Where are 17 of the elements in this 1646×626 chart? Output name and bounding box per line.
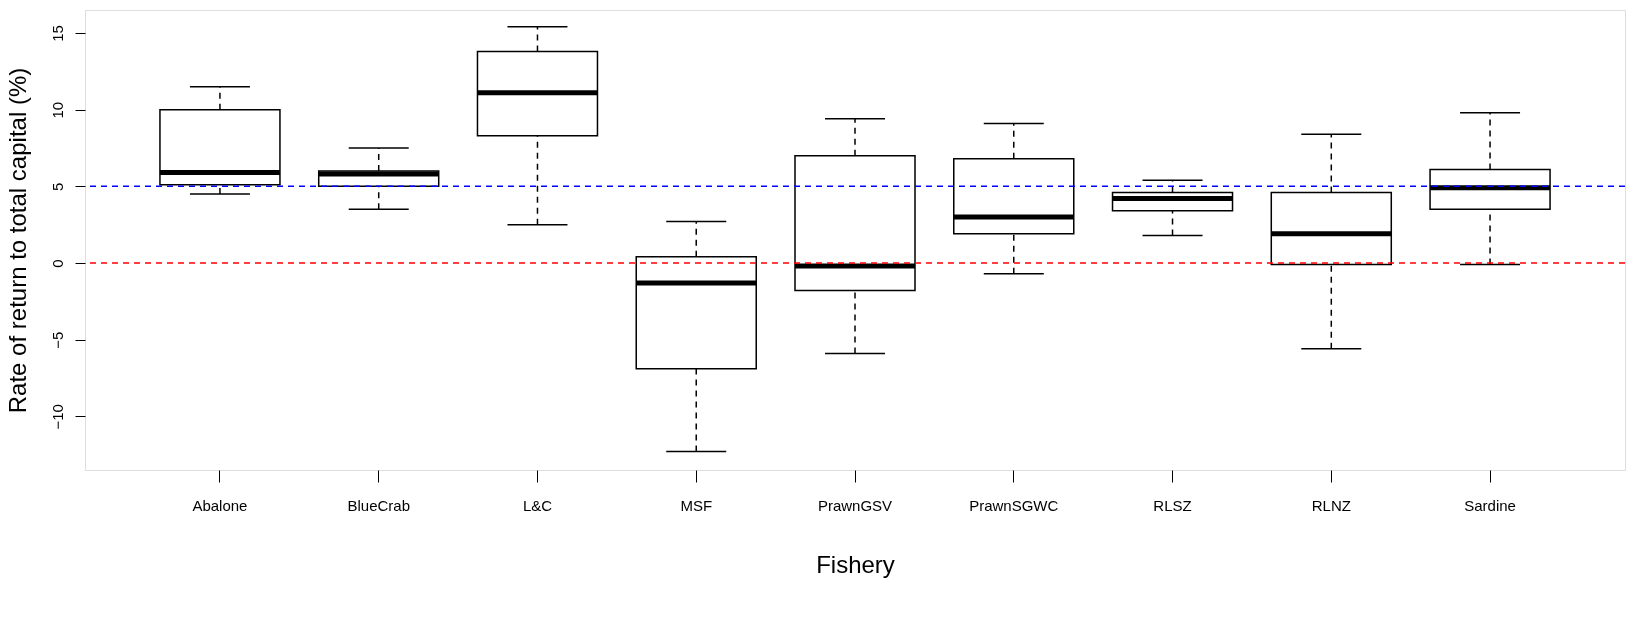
x-tick-label: Abalone [192,496,248,514]
x-tick-label: PrawnSGWC [969,496,1059,514]
y-tick-label: 10 [48,101,66,119]
y-tick-label: 5 [48,182,66,192]
x-tick-label: RLSZ [1153,496,1192,514]
x-tick-label: PrawnGSV [817,496,893,514]
y-tick-label: −5 [48,331,66,349]
x-tick-label: MSF [680,496,713,514]
y-tick-label: −10 [48,404,66,430]
y-axis-title: Rate of return to total capital (%) [3,67,31,414]
x-tick-label: BlueCrab [347,496,410,514]
x-axis-title: Fishery [816,550,895,578]
y-tick-label: 0 [48,259,66,268]
x-tick-label: L&C [522,496,553,514]
y-tick-label: 15 [48,25,66,42]
x-tick-label: RLNZ [1311,496,1351,514]
x-tick-label: Sardine [1464,496,1516,514]
